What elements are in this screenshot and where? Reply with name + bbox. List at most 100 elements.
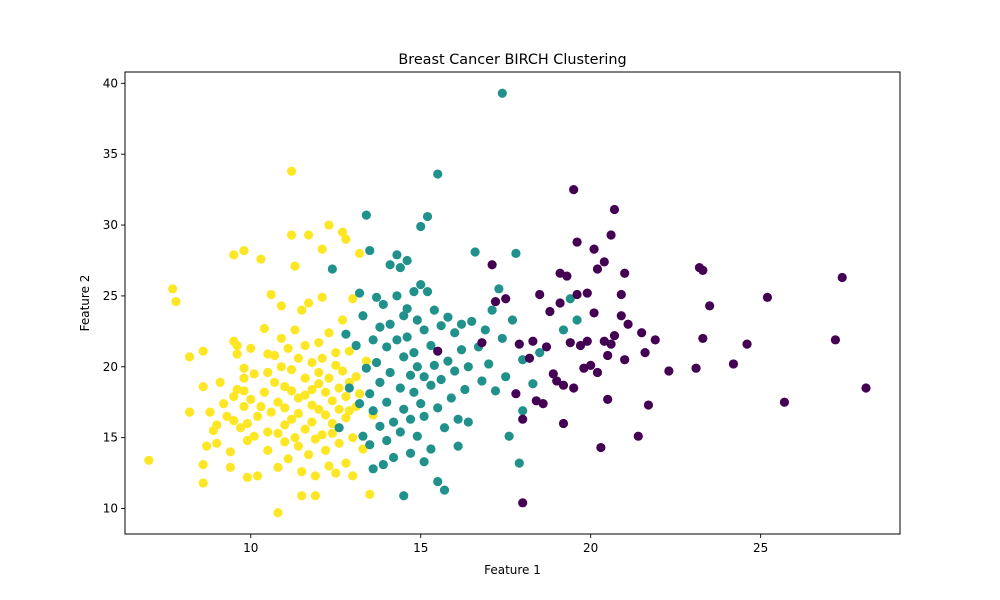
point-cluster_2-122 xyxy=(341,391,351,402)
point-cluster_2-27 xyxy=(239,245,249,256)
point-cluster_2-71 xyxy=(290,433,300,443)
point-cluster_2-30 xyxy=(239,386,249,396)
point-cluster_1-67 xyxy=(429,360,439,370)
point-cluster_1-27 xyxy=(385,260,395,270)
point-cluster_0-34 xyxy=(589,308,599,318)
point-cluster_2-96 xyxy=(314,367,324,378)
point-cluster_0-59 xyxy=(698,265,708,275)
point-cluster_2-137 xyxy=(361,356,371,366)
point-cluster_0-6 xyxy=(514,339,524,349)
point-cluster_2-42 xyxy=(256,254,266,264)
point-cluster_2-80 xyxy=(297,305,307,315)
point-cluster_0-67 xyxy=(837,272,847,283)
point-cluster_1-66 xyxy=(429,305,439,315)
point-cluster_0-54 xyxy=(643,400,654,410)
point-cluster_1-21 xyxy=(375,421,385,431)
point-cluster_0-68 xyxy=(861,383,871,393)
y-tick-label: 30 xyxy=(103,218,118,232)
point-cluster_2-62 xyxy=(280,420,290,430)
point-cluster_2-31 xyxy=(239,401,249,412)
point-cluster_1-60 xyxy=(419,457,429,467)
point-cluster_1-61 xyxy=(422,211,433,222)
point-cluster_1-17 xyxy=(371,292,382,302)
point-cluster_1-56 xyxy=(416,221,426,232)
point-cluster_0-17 xyxy=(552,376,562,386)
point-cluster_0-65 xyxy=(779,397,790,407)
point-cluster_0-15 xyxy=(545,306,555,317)
point-cluster_2-13 xyxy=(212,438,222,448)
point-cluster_2-18 xyxy=(225,462,235,472)
point-cluster_2-2 xyxy=(171,296,181,307)
point-cluster_1-109 xyxy=(572,315,582,325)
point-cluster_2-28 xyxy=(239,363,249,373)
point-cluster_2-72 xyxy=(290,261,300,271)
point-cluster_1-65 xyxy=(426,444,436,454)
point-cluster_1-94 xyxy=(490,386,501,396)
point-cluster_0-27 xyxy=(572,289,582,300)
point-cluster_0-25 xyxy=(569,185,579,195)
point-cluster_0-22 xyxy=(562,271,572,281)
point-cluster_2-67 xyxy=(286,230,297,240)
point-cluster_0-66 xyxy=(830,335,841,345)
point-cluster_1-52 xyxy=(412,315,422,325)
point-cluster_2-106 xyxy=(324,461,334,471)
point-cluster_0-1 xyxy=(477,338,487,348)
point-cluster_0-46 xyxy=(616,289,626,300)
point-cluster_2-0 xyxy=(144,455,154,465)
point-cluster_0-48 xyxy=(620,355,630,365)
point-cluster_1-71 xyxy=(436,321,446,331)
point-cluster_2-9 xyxy=(201,441,212,451)
point-cluster_1-28 xyxy=(385,319,395,329)
point-cluster_2-115 xyxy=(331,360,341,370)
point-cluster_1-48 xyxy=(409,287,419,297)
point-cluster_1-12 xyxy=(365,389,375,399)
point-cluster_2-113 xyxy=(331,468,341,478)
point-cluster_2-15 xyxy=(218,399,229,409)
point-cluster_0-10 xyxy=(528,336,538,346)
point-cluster_1-100 xyxy=(507,315,518,325)
point-cluster_1-39 xyxy=(399,352,409,362)
point-cluster_2-38 xyxy=(249,431,259,441)
point-cluster_2-22 xyxy=(229,250,239,260)
y-axis: 10 15 20 25 30 35 40 xyxy=(103,76,125,515)
x-axis-label: Feature 1 xyxy=(484,563,541,577)
point-cluster_2-112 xyxy=(327,428,337,438)
point-cluster_1-49 xyxy=(409,348,419,358)
point-cluster_1-108 xyxy=(565,294,575,304)
point-cluster_2-73 xyxy=(290,325,300,335)
point-cluster_2-93 xyxy=(310,471,320,481)
y-tick-label: 10 xyxy=(103,501,118,515)
point-cluster_1-43 xyxy=(402,304,412,314)
point-cluster_0-36 xyxy=(592,264,603,274)
point-cluster_2-94 xyxy=(310,491,320,501)
point-cluster_2-136 xyxy=(358,444,368,454)
point-cluster_2-98 xyxy=(314,404,324,414)
point-cluster_2-88 xyxy=(307,357,317,368)
point-cluster_1-68 xyxy=(433,169,443,179)
point-cluster_1-104 xyxy=(518,406,528,416)
point-cluster_1-25 xyxy=(382,397,392,407)
point-cluster_1-19 xyxy=(375,322,385,332)
point-cluster_1-16 xyxy=(368,464,378,474)
point-cluster_1-78 xyxy=(450,328,460,338)
point-cluster_2-126 xyxy=(344,346,354,356)
point-cluster_1-40 xyxy=(399,404,409,414)
point-cluster_2-131 xyxy=(348,294,358,304)
point-cluster_1-7 xyxy=(358,431,368,441)
point-cluster_2-54 xyxy=(273,428,283,438)
point-cluster_0-57 xyxy=(691,363,701,373)
point-cluster_2-118 xyxy=(334,438,344,448)
point-cluster_2-16 xyxy=(222,411,232,421)
point-cluster_2-26 xyxy=(235,423,246,433)
point-cluster_0-42 xyxy=(606,339,616,349)
point-cluster_0-52 xyxy=(637,328,647,338)
point-cluster_2-117 xyxy=(334,404,344,414)
point-cluster_2-123 xyxy=(341,413,351,423)
point-cluster_1-76 xyxy=(443,356,453,366)
point-cluster_1-57 xyxy=(419,325,429,335)
point-cluster_2-64 xyxy=(283,454,293,464)
point-cluster_0-56 xyxy=(664,366,674,376)
point-cluster_1-93 xyxy=(487,305,497,315)
point-cluster_0-51 xyxy=(633,431,643,441)
